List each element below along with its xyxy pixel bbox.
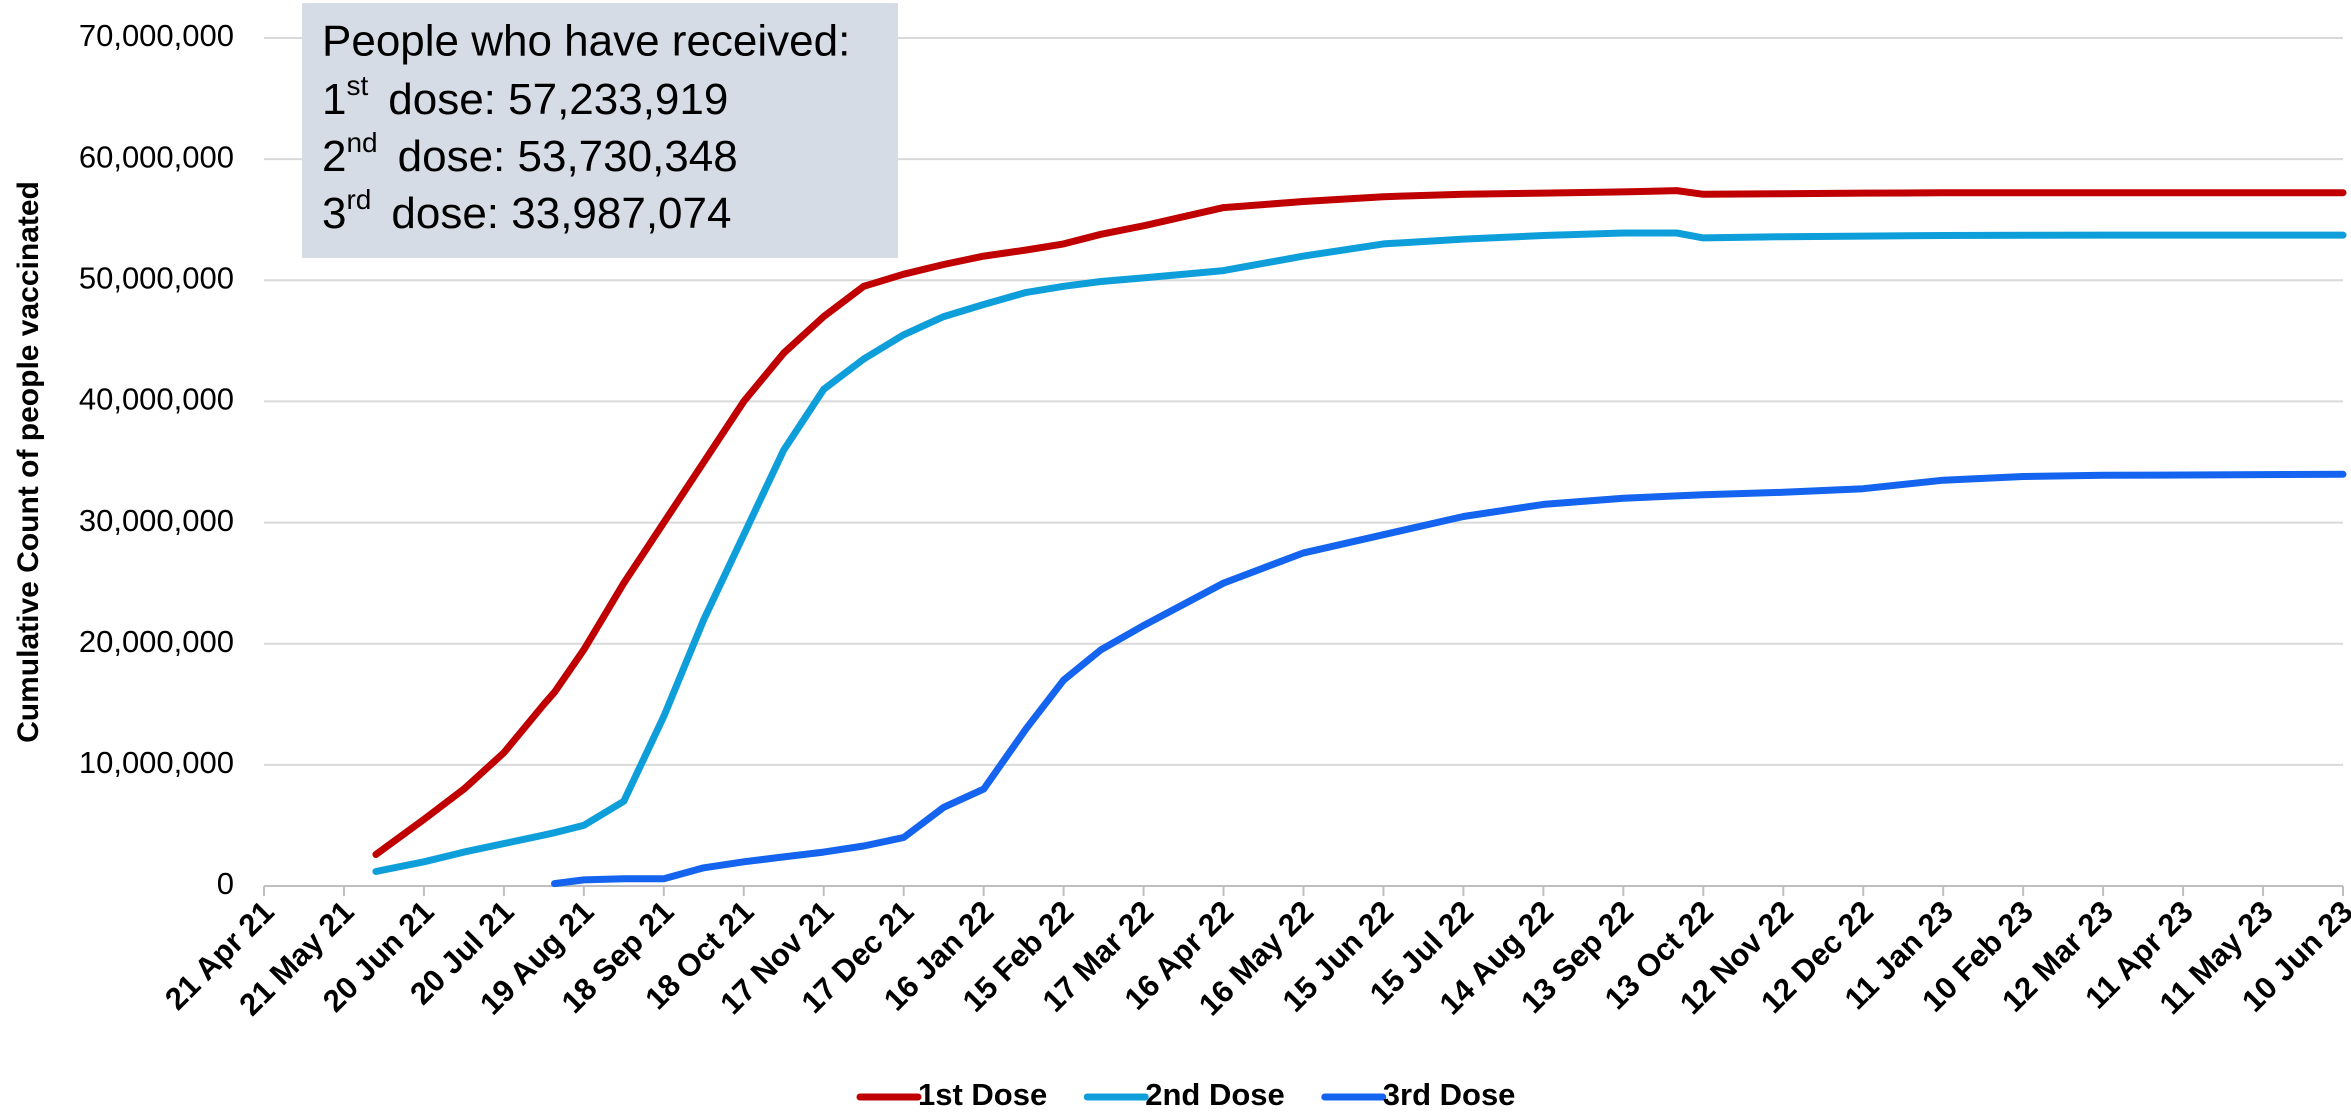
annotation-heading: People who have received:: [322, 17, 850, 66]
legend-label: 1st Dose: [918, 1077, 1047, 1112]
series-line: [372, 187, 2347, 858]
y-tick-label: 40,000,000: [79, 382, 234, 417]
y-tick-label: 20,000,000: [79, 624, 234, 659]
y-tick-label: 10,000,000: [79, 745, 234, 780]
annotation-ordinal: 2: [322, 132, 346, 181]
annotation-text: dose: 57,233,919: [388, 75, 728, 124]
y-tick-label: 0: [217, 866, 234, 901]
annotation-box: [302, 3, 898, 258]
annotation-suffix: st: [346, 70, 368, 101]
y-tick-label: 50,000,000: [79, 260, 234, 295]
legend-label: 3rd Dose: [1383, 1077, 1516, 1112]
annotation-ordinal: 3: [322, 189, 346, 238]
annotation-text: dose: 33,987,074: [391, 189, 731, 238]
annotation-ordinal: 1: [322, 75, 346, 124]
annotation-suffix: rd: [346, 184, 371, 215]
series-line: [551, 470, 2347, 888]
y-tick-label: 70,000,000: [79, 18, 234, 53]
annotation-text: dose: 53,730,348: [398, 132, 738, 181]
annotation-suffix: nd: [346, 127, 377, 158]
y-tick-label: 30,000,000: [79, 503, 234, 538]
legend-label: 2nd Dose: [1145, 1077, 1285, 1112]
legend: 1st Dose 2nd Dose 3rd Dose: [856, 1077, 1516, 1112]
series-line: [372, 229, 2347, 875]
y-axis-label: Cumulative Count of people vaccinated: [12, 181, 45, 743]
annotation-line: 2nd dose: 53,730,348: [322, 127, 738, 180]
y-tick-label: 60,000,000: [79, 139, 234, 174]
annotation-line: 1st dose: 57,233,919: [322, 70, 728, 123]
annotation-line: 3rd dose: 33,987,074: [322, 184, 731, 237]
